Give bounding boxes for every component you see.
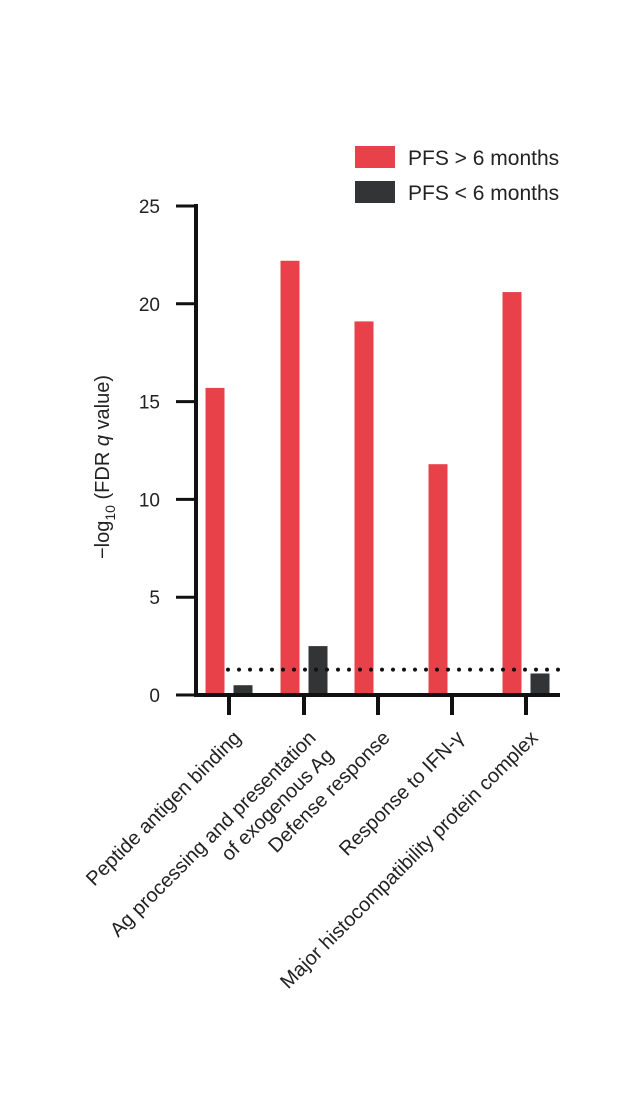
y-axis-title: −log10 (FDR q value)	[92, 375, 118, 559]
x-tick-label-0: Peptide antigen binding	[82, 727, 245, 890]
y-tick-label-1: 5	[149, 588, 160, 609]
bar-s0-c2	[354, 321, 374, 695]
y-tick-label-5: 25	[139, 197, 160, 218]
y-tick-label-0: 0	[149, 686, 160, 707]
x-tick-label-3: Response to IFN-γ	[335, 727, 468, 860]
legend: PFS > 6 months PFS < 6 months	[355, 146, 559, 205]
bar-s1-c0	[233, 685, 253, 695]
legend-label-1: PFS < 6 months	[408, 182, 559, 205]
legend-label-0: PFS > 6 months	[408, 147, 559, 170]
bar-s0-c4	[502, 292, 522, 695]
bars	[205, 260, 550, 695]
y-tick-label-2: 10	[139, 490, 160, 511]
y-tick-label-4: 20	[139, 295, 160, 316]
bar-s1-c4	[530, 673, 550, 695]
bar-s1-c1	[308, 646, 328, 695]
bar-s0-c0	[205, 387, 225, 695]
bar-s0-c3	[428, 464, 448, 695]
legend-swatch-0	[355, 146, 395, 168]
y-tick-label-3: 15	[139, 393, 160, 414]
legend-swatch-1	[355, 181, 395, 203]
y-axis: 0 5 10 15 20 25	[139, 197, 198, 707]
bar-s0-c1	[280, 260, 300, 695]
y-axis-label: −log10 (FDR q value)	[92, 375, 118, 559]
